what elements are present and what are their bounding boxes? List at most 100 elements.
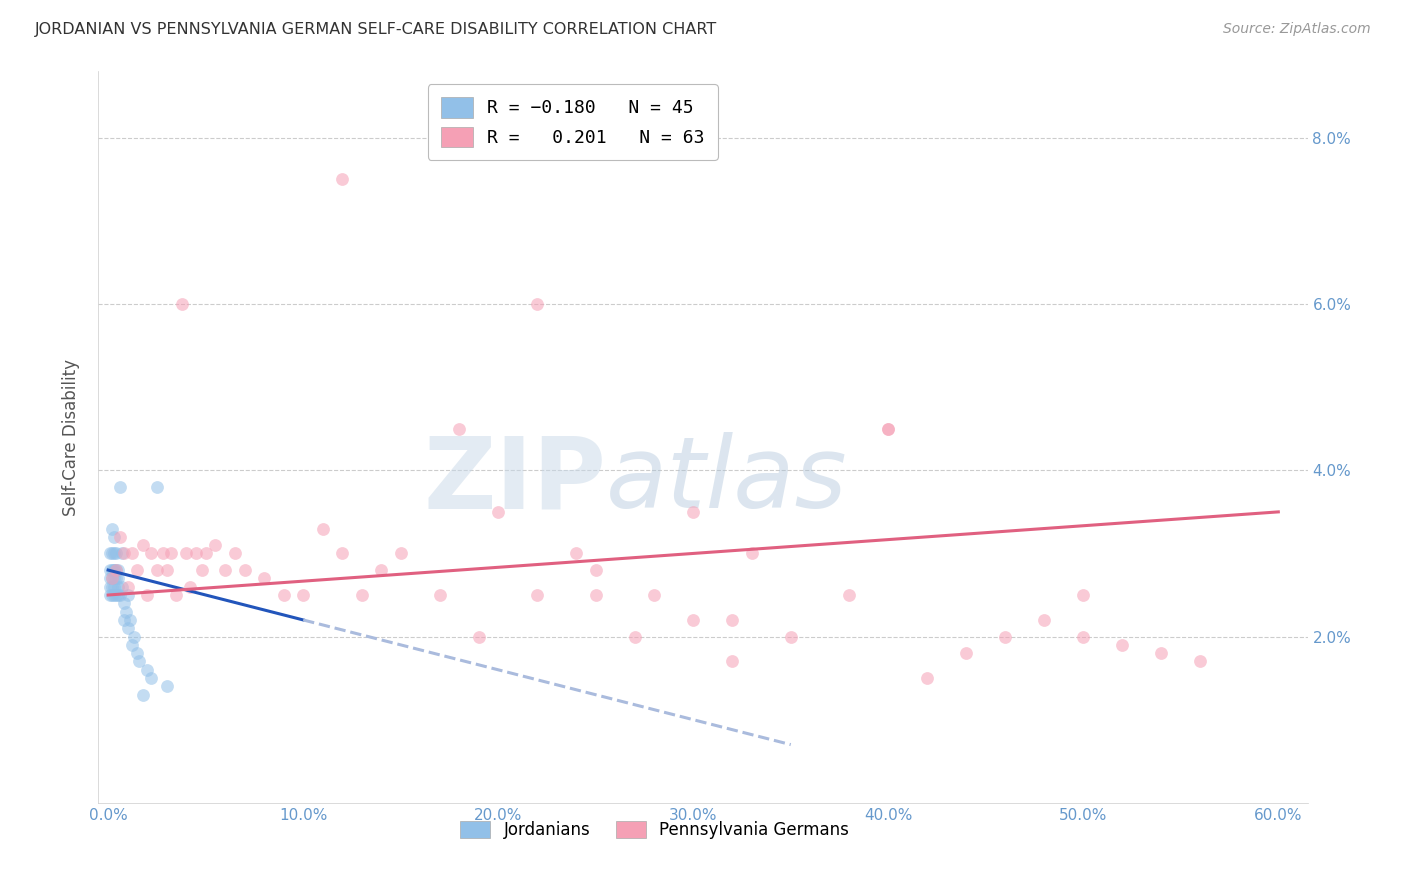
- Point: [526, 297, 548, 311]
- Point: [98, 563, 121, 577]
- Point: [112, 596, 135, 610]
- Point: [127, 646, 149, 660]
- Point: [204, 538, 226, 552]
- Point: [101, 571, 124, 585]
- Point: [191, 563, 214, 577]
- Point: [156, 563, 179, 577]
- Point: [233, 563, 256, 577]
- Point: [139, 546, 162, 560]
- Point: [370, 563, 392, 577]
- Point: [117, 621, 139, 635]
- Point: [565, 546, 588, 560]
- Point: [330, 172, 353, 186]
- Point: [111, 580, 134, 594]
- Point: [98, 580, 121, 594]
- Point: [682, 613, 704, 627]
- Point: [312, 521, 335, 535]
- Point: [877, 422, 900, 436]
- Point: [877, 422, 900, 436]
- Text: atlas: atlas: [606, 433, 848, 530]
- Point: [136, 588, 159, 602]
- Point: [146, 563, 169, 577]
- Point: [838, 588, 860, 602]
- Point: [273, 588, 295, 602]
- Point: [1111, 638, 1133, 652]
- Point: [779, 630, 801, 644]
- Point: [165, 588, 187, 602]
- Point: [101, 571, 124, 585]
- Point: [1033, 613, 1056, 627]
- Point: [449, 422, 471, 436]
- Point: [917, 671, 939, 685]
- Point: [429, 588, 451, 602]
- Point: [741, 546, 763, 560]
- Point: [132, 688, 155, 702]
- Point: [526, 588, 548, 602]
- Point: [350, 588, 373, 602]
- Point: [103, 546, 125, 560]
- Point: [172, 297, 194, 311]
- Point: [184, 546, 207, 560]
- Point: [108, 588, 131, 602]
- Point: [330, 546, 353, 560]
- Point: [112, 613, 135, 627]
- Point: [179, 580, 201, 594]
- Point: [955, 646, 977, 660]
- Point: [136, 663, 159, 677]
- Point: [721, 655, 744, 669]
- Point: [118, 613, 141, 627]
- Point: [682, 505, 704, 519]
- Point: [253, 571, 276, 585]
- Point: [152, 546, 174, 560]
- Point: [107, 571, 129, 585]
- Point: [117, 580, 139, 594]
- Point: [104, 571, 127, 585]
- Legend: Jordanians, Pennsylvania Germans: Jordanians, Pennsylvania Germans: [450, 811, 859, 849]
- Point: [98, 571, 121, 585]
- Point: [159, 546, 181, 560]
- Point: [98, 588, 121, 602]
- Point: [174, 546, 197, 560]
- Point: [128, 655, 150, 669]
- Point: [486, 505, 509, 519]
- Point: [101, 521, 124, 535]
- Point: [623, 630, 645, 644]
- Point: [103, 588, 125, 602]
- Point: [107, 588, 129, 602]
- Point: [721, 613, 744, 627]
- Point: [103, 563, 125, 577]
- Point: [108, 530, 131, 544]
- Point: [467, 630, 489, 644]
- Text: Source: ZipAtlas.com: Source: ZipAtlas.com: [1223, 22, 1371, 37]
- Point: [146, 480, 169, 494]
- Point: [111, 546, 134, 560]
- Point: [101, 546, 124, 560]
- Point: [101, 563, 124, 577]
- Point: [103, 571, 125, 585]
- Point: [103, 580, 125, 594]
- Point: [389, 546, 412, 560]
- Point: [214, 563, 236, 577]
- Point: [104, 563, 127, 577]
- Point: [108, 480, 131, 494]
- Text: ZIP: ZIP: [423, 433, 606, 530]
- Point: [103, 530, 125, 544]
- Point: [107, 563, 129, 577]
- Point: [117, 588, 139, 602]
- Point: [585, 588, 607, 602]
- Point: [292, 588, 315, 602]
- Point: [1071, 588, 1094, 602]
- Point: [224, 546, 246, 560]
- Text: JORDANIAN VS PENNSYLVANIA GERMAN SELF-CARE DISABILITY CORRELATION CHART: JORDANIAN VS PENNSYLVANIA GERMAN SELF-CA…: [35, 22, 717, 37]
- Point: [114, 605, 136, 619]
- Point: [104, 546, 127, 560]
- Point: [101, 580, 124, 594]
- Point: [122, 630, 145, 644]
- Point: [104, 588, 127, 602]
- Point: [994, 630, 1017, 644]
- Point: [194, 546, 217, 560]
- Y-axis label: Self-Care Disability: Self-Care Disability: [62, 359, 80, 516]
- Point: [585, 563, 607, 577]
- Point: [1150, 646, 1173, 660]
- Point: [156, 680, 179, 694]
